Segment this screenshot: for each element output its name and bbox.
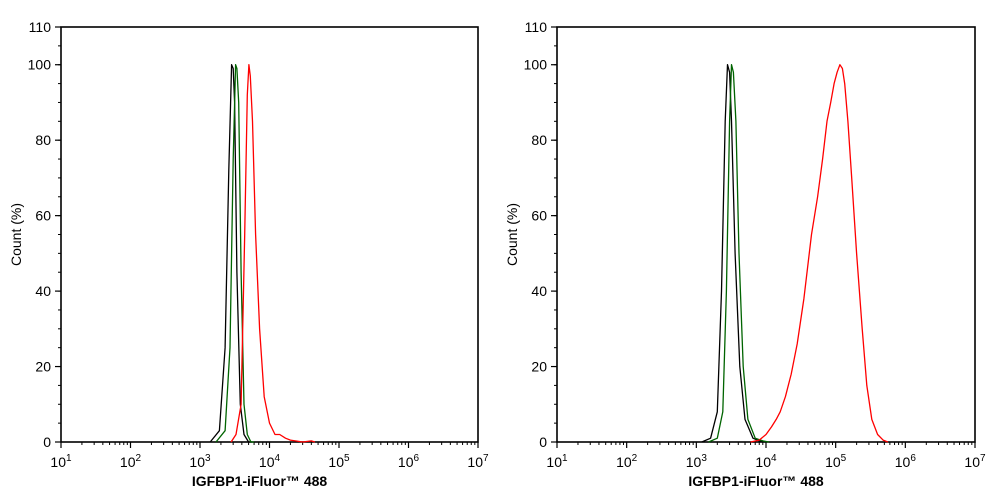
y-tick-label: 80 [531, 132, 547, 148]
y-tick-label: 40 [35, 283, 51, 299]
x-tick-label: 103 [686, 453, 708, 470]
y-tick-label: 100 [28, 57, 52, 73]
y-tick-label: 40 [531, 283, 547, 299]
x-tick-label: 101 [546, 453, 568, 470]
y-tick-label: 0 [539, 434, 547, 450]
y-tick-label: 60 [531, 208, 547, 224]
x-tick-label: 105 [825, 453, 847, 470]
y-axis-title: Count (%) [504, 203, 520, 266]
y-tick-label: 100 [524, 57, 548, 73]
x-tick-label: 102 [120, 453, 142, 470]
x-tick-label: 106 [398, 453, 420, 470]
histogram-series-1 [701, 64, 767, 443]
plot-frame [60, 26, 479, 443]
histogram-series-3 [230, 64, 316, 443]
x-axis-title: IGFBP1-iFluor™ 488 [688, 473, 824, 489]
y-tick-label: 80 [35, 132, 51, 148]
y-tick-label: 110 [525, 19, 548, 35]
histogram-series-2 [215, 64, 255, 443]
y-tick-label: 0 [43, 434, 51, 450]
histogram-panel-1: 0 20 40 60 80 100 110 101 102 103 104 105 106 107 IGFB… [8, 19, 489, 489]
x-tick-label: 101 [50, 453, 72, 470]
y-tick-label: 60 [35, 208, 51, 224]
y-tick-label: 110 [29, 19, 52, 35]
x-tick-label: 106 [895, 453, 917, 470]
x-tick-label: 107 [964, 453, 986, 470]
x-tick-label: 105 [328, 453, 350, 470]
x-tick-label: 103 [189, 453, 211, 470]
histogram-series-3 [750, 64, 889, 443]
x-axis-title: IGFBP1-iFluor™ 488 [192, 473, 328, 489]
histogram-series-2 [708, 64, 770, 443]
histogram-panel-2: 0 20 40 60 80 100 110 101 102 103 104 105 106 107 IGFB… [504, 19, 986, 489]
y-tick-label: 20 [531, 359, 547, 375]
histogram-series-1 [209, 64, 252, 443]
y-axis-title: Count (%) [8, 203, 24, 266]
x-tick-label: 104 [259, 453, 281, 470]
y-tick-label: 20 [35, 359, 51, 375]
x-tick-label: 107 [467, 453, 489, 470]
x-tick-label: 104 [755, 453, 777, 470]
x-tick-label: 102 [616, 453, 638, 470]
plot-frame [556, 26, 976, 443]
